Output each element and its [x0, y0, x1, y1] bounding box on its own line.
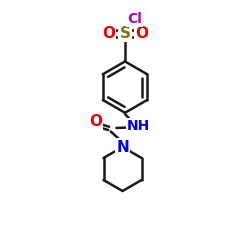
- Text: Cl: Cl: [127, 12, 142, 26]
- Text: S: S: [120, 26, 130, 41]
- Text: O: O: [102, 26, 115, 41]
- Text: O: O: [135, 26, 148, 41]
- Text: S: S: [120, 26, 130, 41]
- Text: N: N: [116, 140, 129, 154]
- Text: O: O: [135, 26, 148, 41]
- Text: NH: NH: [127, 119, 150, 133]
- Text: Cl: Cl: [127, 12, 142, 26]
- Text: O: O: [102, 26, 115, 41]
- Text: O: O: [89, 114, 102, 129]
